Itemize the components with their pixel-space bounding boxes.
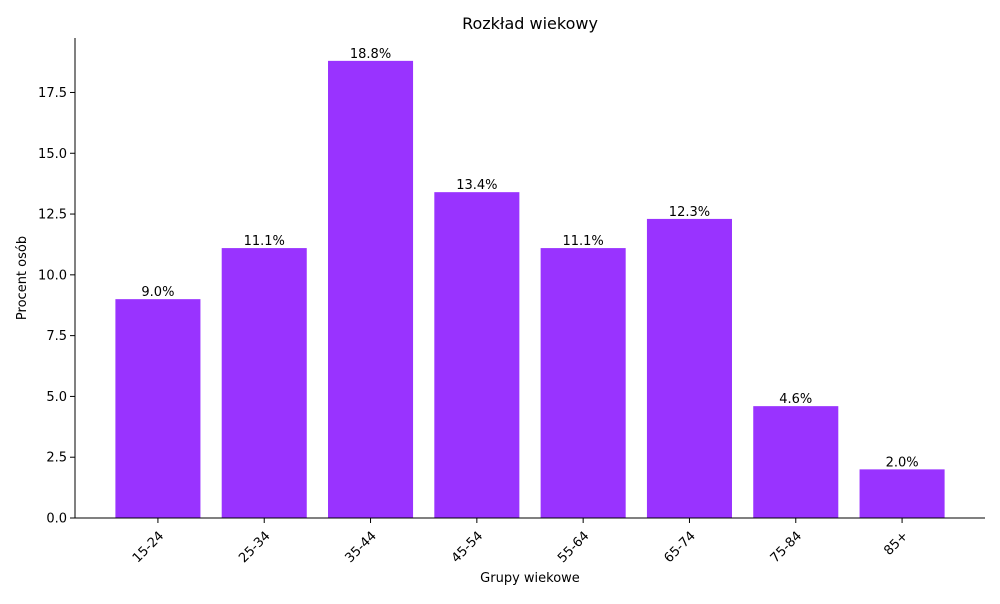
x-tick-label: 35-44 <box>343 529 380 566</box>
data-label: 11.1% <box>562 234 603 249</box>
bar-75-84 <box>753 406 839 518</box>
x-tick-label: 25-34 <box>236 529 273 566</box>
data-label: 11.1% <box>244 234 285 249</box>
y-tick-label: 15.0 <box>38 147 67 162</box>
y-tick-label: 5.0 <box>46 390 67 405</box>
y-tick-label: 2.5 <box>46 451 67 466</box>
bar-25-34 <box>221 248 307 518</box>
data-label: 13.4% <box>456 178 497 193</box>
chart-title: Rozkład wiekowy <box>462 14 598 33</box>
data-label: 4.6% <box>779 392 812 407</box>
y-axis-label: Procent osób <box>15 236 30 320</box>
bar-15-24 <box>115 299 201 518</box>
x-tick-label: 15-24 <box>130 529 167 566</box>
y-tick-label: 17.5 <box>38 86 67 101</box>
data-label: 2.0% <box>886 455 919 470</box>
y-tick-label: 10.0 <box>38 268 67 283</box>
bar-55-64 <box>540 248 626 518</box>
x-tick-label: 85+ <box>881 529 911 559</box>
y-tick-label: 12.5 <box>38 208 67 223</box>
x-tick-label: 75-84 <box>768 529 805 566</box>
data-label: 18.8% <box>350 47 391 62</box>
data-label: 12.3% <box>669 205 710 220</box>
y-tick-label: 7.5 <box>46 329 67 344</box>
x-tick-label: 45-54 <box>449 529 486 566</box>
bar-45-54 <box>434 192 520 519</box>
y-tick-label: 0.0 <box>46 512 67 527</box>
bar-85+ <box>859 469 945 518</box>
data-label: 9.0% <box>141 285 174 300</box>
x-axis-label: Grupy wiekowe <box>480 571 580 586</box>
bar-65-74 <box>646 218 732 518</box>
x-tick-label: 55-64 <box>555 529 592 566</box>
x-tick-label: 65-74 <box>661 529 698 566</box>
bar-35-44 <box>328 60 414 518</box>
